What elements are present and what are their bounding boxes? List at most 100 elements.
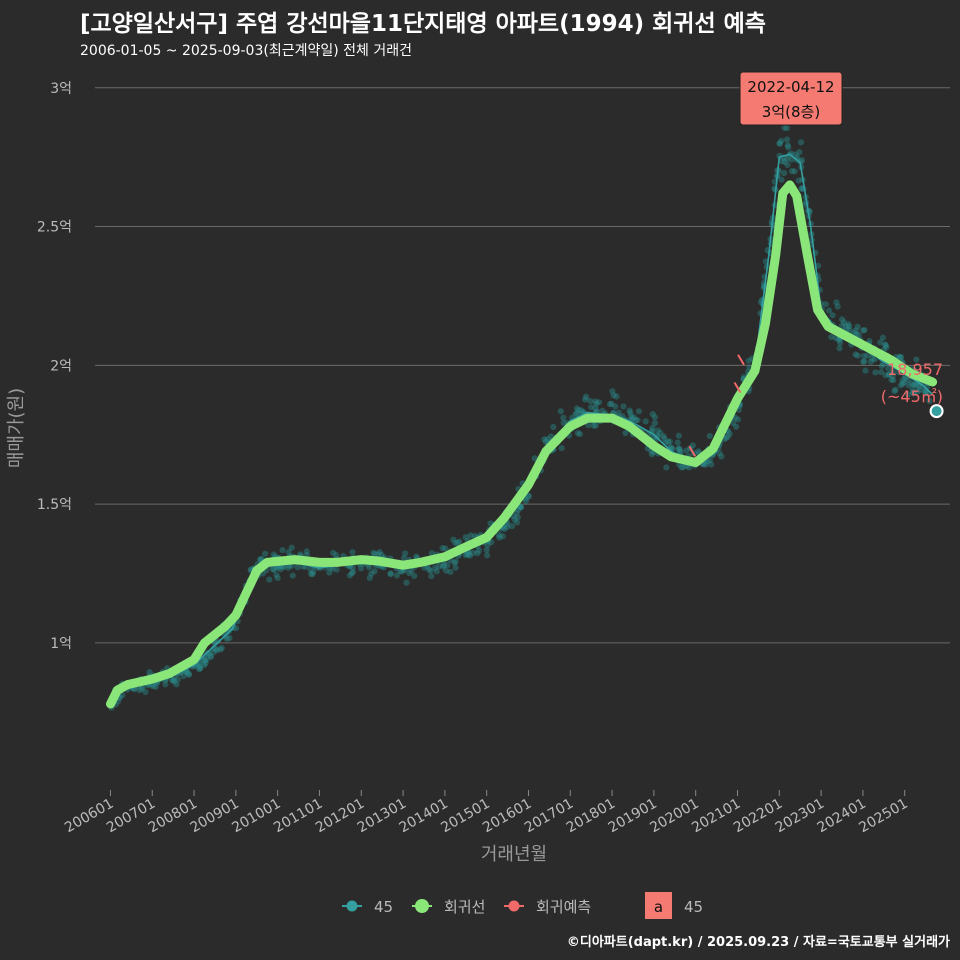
scatter-point xyxy=(285,549,292,556)
scatter-point xyxy=(649,410,656,418)
x-axis-title: 거래년월 xyxy=(481,844,547,865)
scatter-point xyxy=(867,358,875,365)
scatter-point xyxy=(676,445,683,452)
scatter-point xyxy=(860,327,867,334)
scatter-point xyxy=(184,669,191,676)
scatter-point xyxy=(609,388,616,395)
scatter-point xyxy=(676,447,683,454)
scatter-point xyxy=(173,681,180,688)
scatter-point xyxy=(913,356,920,363)
source-caption: ©디아파트(dapt.kr) / 2025.09.23 / 자료=국토교통부 실… xyxy=(566,935,950,950)
scatter-point xyxy=(217,646,224,653)
scatter-point xyxy=(718,453,725,460)
latest-price-value: 18,957 xyxy=(887,360,943,379)
scatter-point xyxy=(387,571,394,578)
scatter-point xyxy=(572,410,579,418)
y-tick-label: 2.5억 xyxy=(37,220,72,236)
scatter-point xyxy=(829,312,836,319)
scatter-point xyxy=(891,388,898,395)
scatter-point xyxy=(798,185,805,192)
legend-swatch-point xyxy=(346,900,358,912)
scatter-point xyxy=(210,649,217,656)
scatter-point xyxy=(909,386,916,393)
scatter-point xyxy=(447,568,454,576)
scatter-point xyxy=(557,408,564,415)
scatter-point xyxy=(578,407,585,414)
scatter-point xyxy=(822,301,829,308)
scatter-point xyxy=(882,372,889,379)
scatter-point xyxy=(226,634,233,642)
scatter-point xyxy=(180,672,187,680)
scatter-point xyxy=(797,139,805,146)
scatter-point xyxy=(213,647,221,654)
scatter-point xyxy=(560,414,567,421)
scatter-point xyxy=(912,381,919,388)
scatter-point xyxy=(142,688,149,696)
scatter-point xyxy=(825,307,833,314)
scatter-point xyxy=(475,547,483,554)
scatter-point xyxy=(836,339,844,347)
scatter-point xyxy=(897,382,904,389)
scatter-point xyxy=(517,503,524,510)
chart-subtitle: 2006-01-05 ~ 2025-09-03(최근계약일) 전체 거래건 xyxy=(80,43,412,59)
scatter-point xyxy=(303,548,310,555)
scatter-point xyxy=(606,401,614,408)
scatter-point xyxy=(223,635,230,642)
scatter-point xyxy=(169,677,176,684)
scatter-point xyxy=(451,559,458,566)
scatter-point xyxy=(781,170,788,177)
scatter-point xyxy=(785,144,792,151)
scatter-point xyxy=(792,151,799,158)
scatter-point xyxy=(911,381,918,388)
scatter-point xyxy=(628,415,636,422)
scatter-point xyxy=(439,545,446,552)
scatter-point xyxy=(879,334,887,341)
scatter-point xyxy=(784,161,791,169)
scatter-point xyxy=(152,683,159,690)
scatter-point xyxy=(797,158,804,166)
scatter-point xyxy=(349,564,356,571)
scatter-point xyxy=(202,657,209,664)
scatter-point xyxy=(838,322,846,330)
scatter-point xyxy=(544,436,551,443)
scatter-point xyxy=(207,653,215,661)
scatter-point xyxy=(899,380,906,387)
scatter-point xyxy=(834,303,841,310)
scatter-point xyxy=(560,419,567,427)
scatter-point xyxy=(627,413,635,420)
regression-line xyxy=(106,180,938,709)
scatter-point xyxy=(195,665,203,673)
scatter-point xyxy=(861,358,868,365)
scatter-point xyxy=(663,464,670,471)
scatter-point xyxy=(376,548,383,556)
scatter-point xyxy=(877,368,885,376)
max-price-value: 3억(8층) xyxy=(762,103,820,121)
scatter-point xyxy=(582,393,590,400)
latest-price-area: (~45㎡) xyxy=(881,387,943,406)
scatter-point xyxy=(784,142,791,149)
y-tick-label: 2억 xyxy=(50,358,72,374)
scatter-point xyxy=(403,579,410,586)
scatter-point xyxy=(433,568,440,575)
scatter-point xyxy=(202,660,209,667)
scatter-point xyxy=(783,136,791,143)
scatter-point xyxy=(462,534,469,541)
scatter-point xyxy=(860,358,867,365)
scatter-point xyxy=(634,417,641,424)
scatter-point xyxy=(508,523,516,530)
scatter-point xyxy=(917,386,924,393)
max-price-label-box xyxy=(739,71,843,126)
scatter-point xyxy=(136,686,143,694)
scatter-point xyxy=(513,509,520,516)
scatter-point xyxy=(138,685,145,692)
scatter-point xyxy=(622,429,629,437)
scatter-point xyxy=(185,670,192,677)
x-tick-label: 202501 xyxy=(856,796,910,837)
scatter-point xyxy=(428,573,435,580)
scatter-point xyxy=(910,389,917,396)
scatter-point xyxy=(778,158,786,165)
scatter-point xyxy=(442,545,449,552)
scatter-point xyxy=(734,416,742,423)
scatter-point xyxy=(610,392,617,399)
forecast-mark xyxy=(688,445,697,457)
